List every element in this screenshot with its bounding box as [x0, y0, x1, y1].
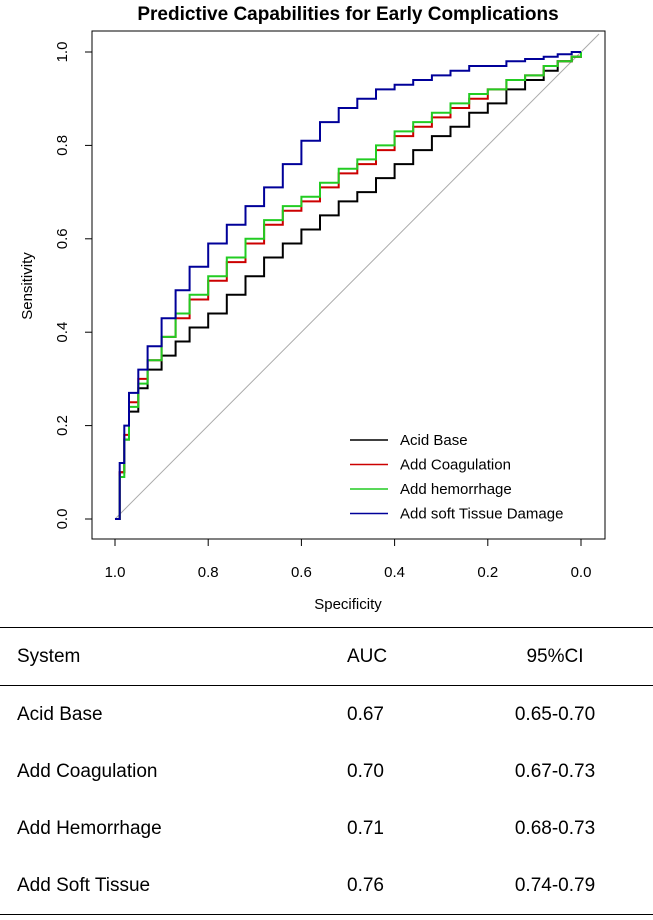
- cell-ci: 0.74-0.79: [514, 874, 596, 896]
- auc-table: System AUC 95%CI Acid Base 0.67 0.65-0.7…: [0, 627, 653, 915]
- legend-label-add-coagulation: Add Coagulation: [400, 457, 511, 474]
- cell-ci: 0.67-0.73: [514, 760, 596, 782]
- x-tick-label: 0.8: [198, 564, 219, 581]
- table-row: Add Soft Tissue 0.76 0.74-0.79: [0, 857, 653, 915]
- cell-auc: 0.71: [347, 817, 384, 839]
- cell-system: Add Hemorrhage: [17, 817, 162, 839]
- roc-chart: Predictive Capabilities for Early Compli…: [19, 4, 606, 613]
- cell-ci: 0.68-0.73: [514, 817, 596, 839]
- table-header-row: System AUC 95%CI: [0, 627, 653, 686]
- legend: Acid Base Add Coagulation Add hemorrhage Ad…: [350, 432, 563, 523]
- x-tick-label: 1.0: [105, 564, 126, 581]
- cell-auc: 0.67: [347, 703, 384, 725]
- y-axis: 0.0 0.2 0.4 0.6 0.8 1.0: [54, 42, 93, 530]
- x-tick-label: 0.2: [477, 564, 498, 581]
- y-tick-label: 0.2: [54, 415, 71, 436]
- header-system: System: [17, 645, 81, 667]
- legend-label-acid-base: Acid Base: [400, 432, 468, 449]
- series-layer: [115, 51, 582, 520]
- cell-ci: 0.65-0.70: [514, 703, 596, 725]
- y-tick-label: 0.4: [54, 322, 71, 343]
- cell-auc: 0.76: [347, 874, 384, 896]
- header-auc: AUC: [347, 645, 388, 667]
- table-row: Add Hemorrhage 0.71 0.68-0.73: [0, 800, 653, 857]
- reference-diagonal: [114, 33, 600, 520]
- y-axis-label: Sensitivity: [19, 252, 36, 320]
- table-row: Acid Base 0.67 0.65-0.70: [0, 686, 653, 744]
- x-tick-label: 0.6: [291, 564, 312, 581]
- chart-title: Predictive Capabilities for Early Compli…: [137, 4, 558, 25]
- legend-label-add-soft-tissue-damage: Add soft Tissue Damage: [400, 506, 563, 523]
- x-axis-label: Specificity: [314, 596, 382, 613]
- y-tick-label: 0.0: [54, 509, 71, 530]
- cell-system: Add Soft Tissue: [17, 874, 151, 896]
- y-tick-label: 0.8: [54, 135, 71, 156]
- x-axis: 1.0 0.8 0.6 0.4 0.2 0.0: [105, 538, 592, 581]
- header-ci: 95%CI: [526, 645, 584, 667]
- cell-auc: 0.70: [347, 760, 384, 782]
- x-tick-label: 0.4: [384, 564, 405, 581]
- cell-system: Add Coagulation: [17, 760, 158, 782]
- x-tick-label: 0.0: [571, 564, 592, 581]
- series-line-add-soft-tissue-damage: [115, 51, 581, 520]
- y-tick-label: 1.0: [54, 42, 71, 63]
- cell-system: Acid Base: [17, 703, 103, 725]
- y-tick-label: 0.6: [54, 228, 71, 249]
- table-row: Add Coagulation 0.70 0.67-0.73: [0, 743, 653, 800]
- legend-label-add-hemorrhage: Add hemorrhage: [400, 481, 512, 498]
